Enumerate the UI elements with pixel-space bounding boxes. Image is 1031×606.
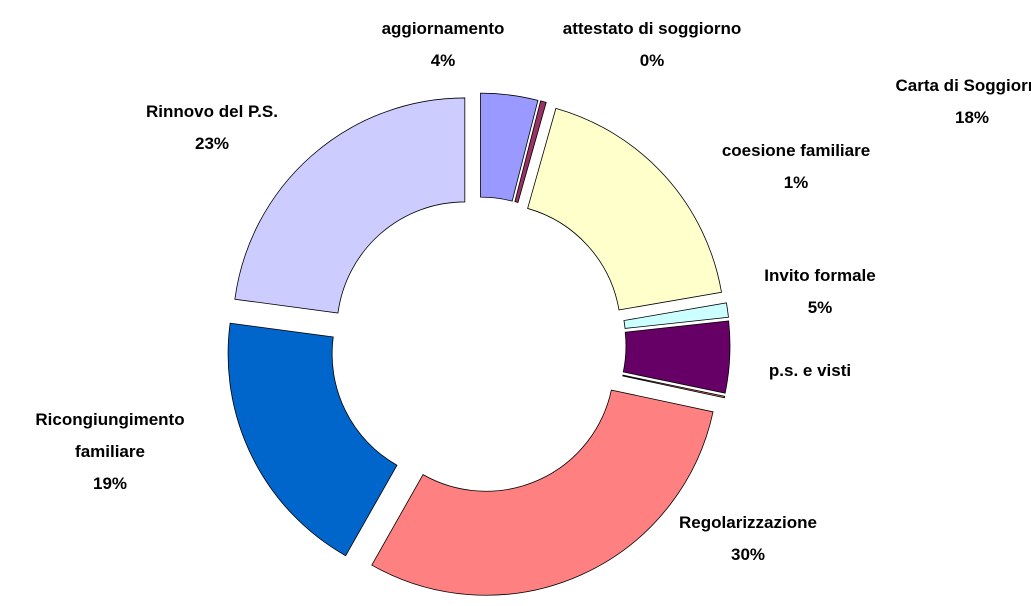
slice-name: p.s. e visti (768, 361, 852, 380)
donut-slice (622, 374, 726, 399)
slice-percent: 18% (954, 108, 990, 127)
donut-slice (622, 320, 731, 394)
donut-slice (480, 92, 539, 202)
donut-slice (623, 302, 729, 329)
slice-percent: 0% (639, 51, 665, 70)
data-label: Carta di Soggiorno 18% (892, 70, 1031, 134)
data-label: coesione familiare 1% (676, 135, 916, 199)
data-label: attestato di soggiorno 0% (532, 13, 772, 77)
slice-name: Regolarizzazione (679, 513, 817, 532)
donut-slice (371, 389, 714, 596)
data-label: p.s. e visti (700, 355, 920, 387)
data-label: Rinnovo del P.S. 23% (102, 96, 322, 160)
slice-name: coesione familiare (721, 141, 871, 160)
slice-name: Invito formale (764, 266, 876, 285)
slice-name: Carta di Soggiorno (895, 76, 1031, 95)
slice-percent: 5% (807, 298, 833, 317)
donut-slice (234, 97, 466, 314)
slice-percent: 4% (430, 51, 456, 70)
donut-slice (527, 107, 722, 311)
data-label: Regolarizzazione 30% (628, 507, 868, 571)
data-label: Ricongiungimento familiare 19% (10, 404, 210, 500)
data-label: Invito formale 5% (710, 260, 930, 324)
slice-name: attestato di soggiorno (562, 19, 742, 38)
slice-name: Ricongiungimento familiare (35, 410, 185, 461)
slice-name: Rinnovo del P.S. (146, 102, 278, 121)
slice-percent: 23% (194, 134, 230, 153)
slice-percent: 30% (730, 545, 766, 564)
slice-percent: 1% (783, 173, 809, 192)
slice-name: aggiornamento (381, 19, 505, 38)
donut-slice (227, 322, 398, 557)
donut-slice (514, 100, 547, 203)
slice-percent: 19% (92, 474, 128, 493)
data-label: aggiornamento 4% (333, 13, 553, 77)
